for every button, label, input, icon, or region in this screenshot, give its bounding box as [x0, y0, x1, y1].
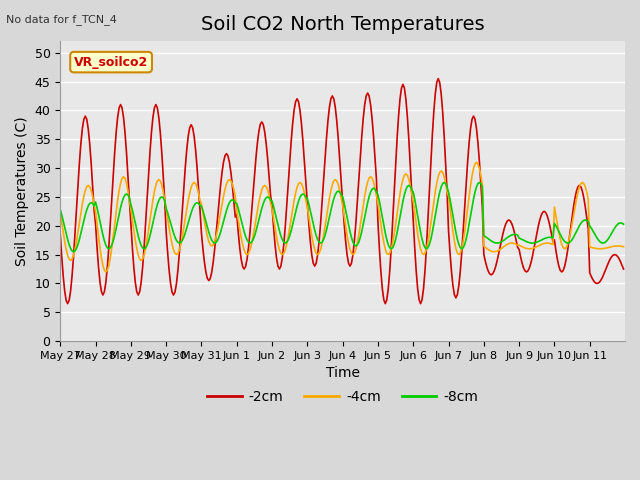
- Legend: -2cm, -4cm, -8cm: -2cm, -4cm, -8cm: [202, 384, 484, 409]
- -4cm: [102, 269, 109, 275]
- Title: Soil CO2 North Temperatures: Soil CO2 North Temperatures: [201, 15, 484, 34]
- Line: -2cm: -2cm: [60, 79, 623, 304]
- X-axis label: Time: Time: [326, 366, 360, 381]
- -4cm: [545, 240, 552, 246]
- -8cm: [545, 235, 552, 240]
- -2cm: [95, 264, 102, 270]
- Text: No data for f_TCN_4: No data for f_TCN_4: [6, 14, 117, 25]
- -4cm: [348, 251, 355, 256]
- -4cm: [620, 244, 627, 250]
- -8cm: [348, 235, 355, 240]
- -8cm: [440, 180, 448, 185]
- -2cm: [618, 263, 626, 268]
- -4cm: [76, 220, 83, 226]
- -2cm: [545, 217, 552, 223]
- -8cm: [461, 241, 468, 247]
- -2cm: [461, 204, 468, 210]
- Y-axis label: Soil Temperatures (C): Soil Temperatures (C): [15, 116, 29, 266]
- -2cm: [77, 141, 84, 146]
- -2cm: [64, 301, 72, 307]
- -2cm: [348, 260, 355, 266]
- -4cm: [472, 159, 480, 165]
- -8cm: [77, 231, 84, 237]
- -4cm: [618, 243, 626, 249]
- -2cm: [435, 76, 442, 82]
- -8cm: [95, 212, 102, 217]
- -4cm: [93, 221, 101, 227]
- Line: -8cm: -8cm: [60, 182, 623, 252]
- -8cm: [620, 221, 627, 227]
- -8cm: [70, 249, 77, 254]
- -8cm: [56, 207, 64, 213]
- Line: -4cm: -4cm: [60, 162, 623, 272]
- -2cm: [56, 231, 64, 237]
- -8cm: [618, 220, 626, 226]
- -2cm: [620, 266, 627, 272]
- -4cm: [460, 238, 467, 244]
- Text: VR_soilco2: VR_soilco2: [74, 56, 148, 69]
- -4cm: [56, 210, 64, 216]
